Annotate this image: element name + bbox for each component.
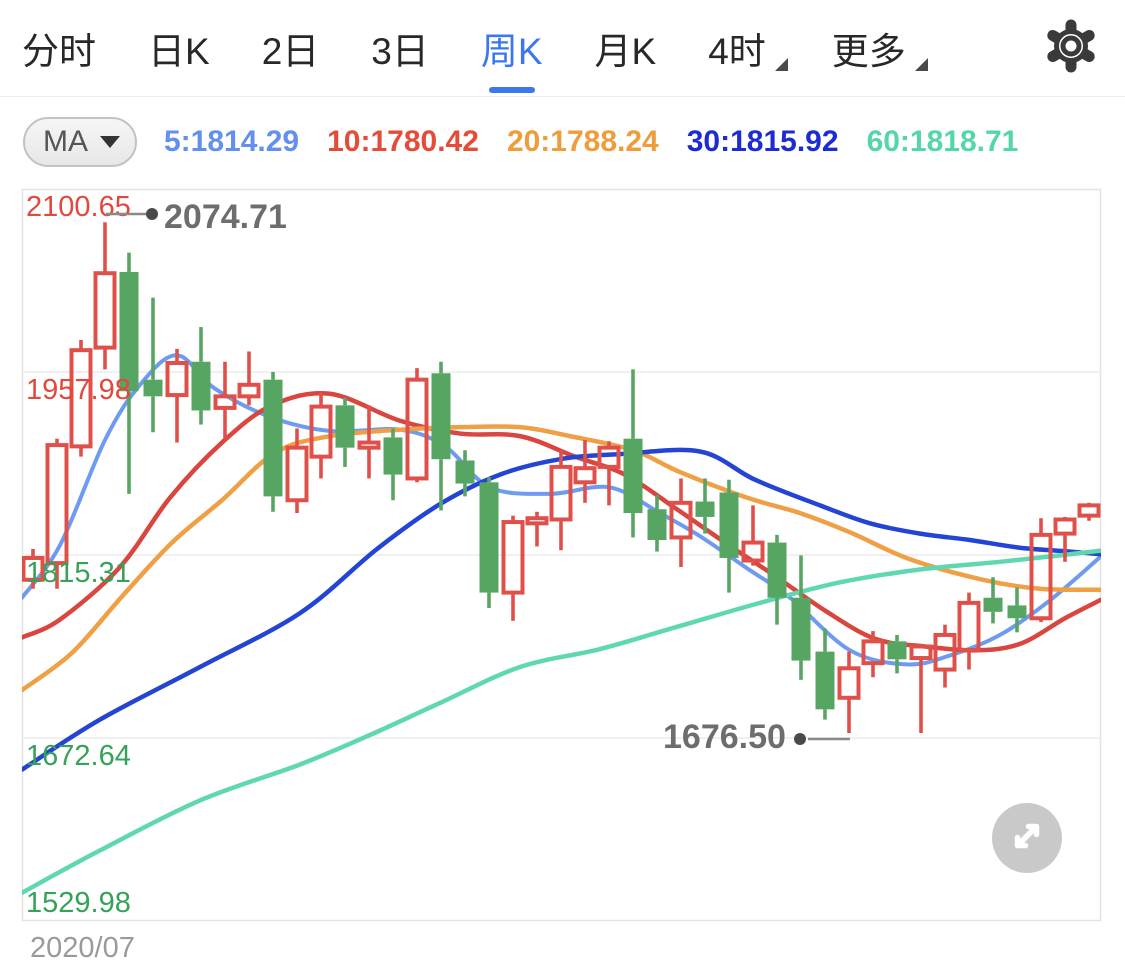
candle — [623, 369, 643, 538]
candle — [335, 397, 355, 467]
x-axis-label: 2020/07 — [30, 932, 135, 964]
candle — [695, 478, 715, 534]
ma-legend-10: 10:1780.42 — [327, 125, 479, 158]
candle — [119, 252, 139, 494]
candle — [22, 548, 45, 589]
low-marker-dot — [794, 733, 806, 745]
y-axis-label: 1529.98 — [26, 887, 131, 919]
candle — [479, 477, 499, 608]
tab-label: 更多 — [831, 31, 906, 72]
indicator-bar: MA 5:1814.29 10:1780.42 20:1788.24 30:1815.… — [0, 97, 1125, 187]
tab-月K[interactable]: 月K — [595, 0, 657, 97]
tab-label: 2日 — [261, 31, 320, 72]
candle — [647, 495, 667, 552]
candle — [1053, 516, 1077, 562]
annotations: 2074.71 1676.50 — [106, 198, 850, 756]
candle — [767, 534, 787, 625]
ma60-line — [22, 548, 1101, 896]
y-axis-label: 2100.65 — [26, 191, 131, 223]
active-tab-underline — [488, 86, 535, 93]
ma20-line — [22, 424, 1101, 693]
candle — [933, 624, 957, 688]
candle — [669, 478, 693, 567]
candle — [909, 643, 933, 734]
candle — [741, 505, 765, 566]
tab-2日[interactable]: 2日 — [262, 0, 320, 97]
high-marker-dot — [146, 208, 158, 220]
candle — [93, 222, 117, 370]
candle — [525, 511, 549, 547]
candle — [165, 348, 189, 443]
candle — [1029, 518, 1053, 623]
candle — [383, 428, 403, 501]
candle — [957, 592, 981, 670]
ma-selector-button[interactable]: MA — [23, 117, 137, 167]
candle — [191, 327, 211, 425]
ma-legend-20: 20:1788.24 — [506, 125, 659, 158]
ma-legend-30: 30:1815.92 — [686, 125, 839, 158]
tab-更多[interactable]: 更多 — [831, 0, 928, 97]
tab-label: 3日 — [371, 31, 429, 72]
candle — [549, 450, 573, 551]
tab-label: 月K — [594, 31, 657, 72]
candle — [573, 439, 597, 503]
candle — [455, 450, 475, 497]
ma-selector-label: MA — [43, 125, 88, 158]
expand-chart-button[interactable] — [992, 803, 1062, 873]
gear-icon — [1043, 18, 1099, 79]
ma5-line — [22, 353, 1101, 667]
tab-label: 日K — [148, 31, 210, 72]
candle — [887, 634, 907, 674]
candle — [357, 405, 381, 479]
low-price-annotation: 1676.50 — [663, 718, 786, 756]
corner-triangle-icon — [914, 57, 928, 71]
candle — [431, 361, 451, 511]
candle — [263, 371, 283, 512]
candle — [45, 438, 69, 589]
tab-label: 分时 — [22, 31, 96, 72]
chevron-down-icon — [100, 136, 120, 148]
candle — [237, 351, 261, 406]
candle — [815, 628, 835, 720]
candle — [309, 392, 333, 479]
candle — [791, 555, 811, 680]
candle — [213, 361, 237, 439]
settings-button[interactable] — [1043, 18, 1099, 79]
tab-label: 4时 — [708, 31, 766, 72]
ma30-line — [22, 447, 1101, 772]
grid — [21, 188, 1102, 922]
chart-period-tabbar: 分时 日K 2日 3日 周K 月K 4时 更多 — [0, 0, 1125, 97]
tab-4时[interactable]: 4时 — [708, 0, 788, 97]
y-axis-label: 1672.64 — [26, 740, 131, 772]
tab-日K[interactable]: 日K — [148, 0, 210, 97]
candle — [983, 577, 1003, 624]
ma-legend-60: 60:1818.71 — [866, 125, 1019, 158]
candle — [405, 368, 429, 483]
candle — [719, 479, 739, 593]
candle — [1007, 587, 1027, 633]
candle — [1077, 502, 1101, 521]
candle — [597, 441, 621, 506]
candle — [861, 631, 885, 678]
y-axis-label: 1957.98 — [26, 374, 131, 406]
candle — [69, 339, 93, 457]
ma-legend-5: 5:1814.29 — [164, 125, 300, 158]
candle — [143, 297, 163, 433]
candle — [285, 428, 309, 514]
tab-周K[interactable]: 周K — [481, 0, 543, 97]
candle — [837, 651, 861, 734]
tab-分时[interactable]: 分时 — [22, 0, 96, 97]
tab-label: 周K — [480, 31, 543, 72]
high-price-annotation: 2074.71 — [164, 198, 287, 236]
y-axis-label: 1815.31 — [26, 557, 131, 589]
corner-triangle-icon — [774, 57, 788, 71]
tab-3日[interactable]: 3日 — [371, 0, 429, 97]
candle — [501, 515, 525, 621]
expand-diagonal-arrows-icon — [1005, 814, 1049, 863]
